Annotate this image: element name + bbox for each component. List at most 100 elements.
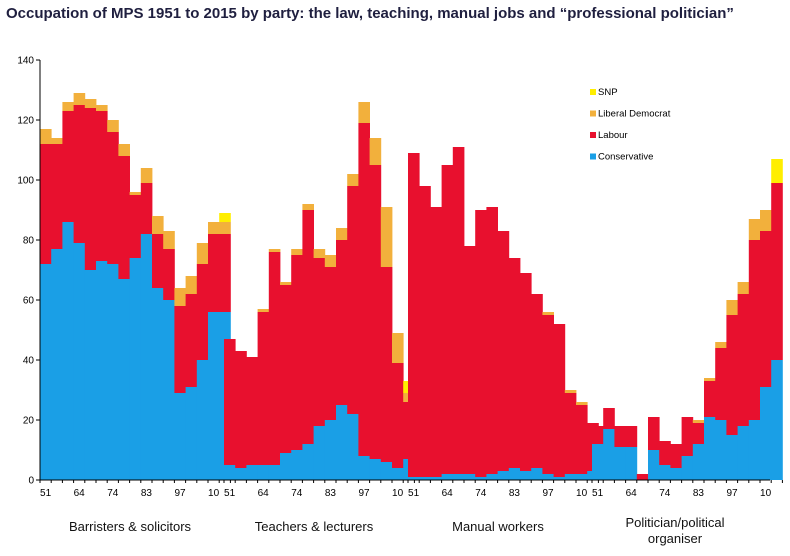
bar-2-15-liberal-democrat	[380, 207, 393, 267]
bar-4-10-liberal-democrat	[692, 420, 705, 423]
bar-2-8-conservative	[302, 444, 314, 480]
bar-4-6-conservative	[648, 450, 660, 480]
bar-2-15-conservative	[380, 462, 393, 480]
bar-4-6-labour	[648, 417, 660, 450]
bar-1-3-liberal-democrat	[62, 102, 74, 111]
bar-1-14-liberal-democrat	[185, 276, 198, 294]
bar-2-3-labour	[246, 357, 258, 465]
bar-3-15-liberal-democrat	[564, 390, 577, 393]
bar-3-2-conservative	[419, 477, 431, 480]
x-tick-label-3-13: 97	[542, 488, 554, 499]
bar-3-7-conservative	[475, 477, 487, 480]
bar-1-10-liberal-democrat	[140, 168, 153, 183]
x-tick-label-4-7: 74	[659, 488, 671, 499]
bar-1-15-liberal-democrat	[196, 243, 209, 264]
bar-4-16-liberal-democrat	[760, 210, 772, 231]
bar-2-14-liberal-democrat	[369, 138, 382, 165]
bar-3-14-conservative	[553, 477, 566, 480]
bar-2-11-conservative	[336, 405, 348, 480]
bar-3-13-labour	[542, 315, 554, 474]
legend-label-conservative: Conservative	[598, 152, 653, 163]
bar-3-12-labour	[531, 294, 543, 468]
bar-1-14-labour	[185, 294, 198, 387]
bar-2-4-labour	[257, 312, 270, 465]
bar-1-7-conservative	[107, 264, 119, 480]
x-tick-label-2-13: 97	[358, 488, 370, 499]
bar-1-2-labour	[51, 144, 63, 249]
bar-3-6-labour	[464, 246, 476, 474]
bar-2-6-conservative	[280, 453, 292, 480]
bar-2-7-conservative	[291, 450, 303, 480]
x-tick-label-4-10: 83	[693, 488, 705, 499]
legend-swatch-conservative	[590, 153, 596, 160]
bar-3-4-conservative	[441, 474, 454, 480]
bar-3-8-labour	[486, 207, 498, 474]
y-tick-label-0: 0	[28, 476, 34, 487]
bar-3-14-labour	[553, 324, 566, 477]
bar-1-5-labour	[84, 108, 97, 270]
bar-2-5-liberal-democrat	[268, 249, 281, 252]
bar-1-11-liberal-democrat	[152, 216, 164, 234]
bar-1-13-liberal-democrat	[174, 288, 186, 306]
group-label-politician: Politician/political organiser	[625, 515, 725, 546]
x-tick-label-4-16: 10	[760, 488, 772, 499]
bar-4-13-labour	[726, 315, 738, 435]
group-label-barristers: Barristers & solicitors	[68, 519, 192, 534]
bar-4-10-conservative	[692, 444, 705, 480]
bar-1-1-labour	[40, 144, 52, 264]
bar-1-4-liberal-democrat	[73, 93, 86, 105]
bar-4-3-labour	[614, 426, 626, 447]
bar-2-3-conservative	[246, 465, 258, 480]
bar-2-8-labour	[302, 210, 314, 444]
bar-2-9-labour	[313, 258, 326, 426]
bar-1-3-conservative	[62, 222, 74, 480]
bar-1-2-liberal-democrat	[51, 138, 63, 144]
bar-4-5-labour	[636, 474, 649, 480]
y-tick-label-100: 100	[17, 176, 34, 187]
bar-1-3-labour	[62, 111, 74, 222]
bar-4-12-conservative	[715, 420, 727, 480]
bar-1-8-labour	[118, 156, 130, 279]
y-tick-label-60: 60	[23, 296, 35, 307]
bar-2-9-conservative	[313, 426, 326, 480]
bar-3-8-conservative	[486, 474, 498, 480]
x-tick-label-3-4: 64	[442, 488, 454, 499]
bar-1-10-conservative	[140, 234, 153, 480]
bar-2-13-labour	[358, 123, 370, 456]
bar-2-11-liberal-democrat	[336, 228, 348, 240]
x-tick-label-1-7: 74	[107, 488, 119, 499]
bar-1-6-liberal-democrat	[96, 105, 108, 111]
bar-4-1-labour	[592, 426, 604, 444]
bar-1-7-liberal-democrat	[107, 120, 119, 132]
bar-3-13-liberal-democrat	[542, 312, 554, 315]
bar-4-16-labour	[760, 231, 772, 387]
x-tick-label-4-4: 64	[626, 488, 638, 499]
legend-swatch-labour	[590, 132, 596, 138]
bar-1-16-labour	[208, 234, 220, 312]
bar-4-9-conservative	[681, 456, 694, 480]
x-tick-label-1-13: 97	[174, 488, 186, 499]
bar-1-2-conservative	[51, 249, 63, 480]
bar-4-14-labour	[737, 294, 750, 426]
bar-4-11-labour	[704, 381, 716, 417]
bar-3-10-labour	[508, 258, 521, 468]
bar-1-12-liberal-democrat	[163, 231, 175, 249]
bar-2-8-liberal-democrat	[302, 204, 314, 210]
bar-1-17-snp	[219, 213, 231, 222]
x-tick-label-2-1: 51	[224, 488, 236, 499]
bar-1-16-liberal-democrat	[208, 222, 220, 234]
bar-1-9-labour	[129, 195, 142, 258]
bar-4-17-snp	[771, 159, 783, 183]
bar-3-13-conservative	[542, 474, 554, 480]
chart-title: Occupation of MPS 1951 to 2015 by party:…	[6, 5, 734, 22]
bar-2-7-liberal-democrat	[291, 249, 303, 255]
legend-label-liberal-democrat: Liberal Democrat	[598, 109, 671, 120]
bar-2-7-labour	[291, 255, 303, 450]
y-tick-label-80: 80	[23, 236, 35, 247]
bar-3-5-conservative	[452, 474, 465, 480]
bar-1-8-conservative	[118, 279, 130, 480]
bar-2-10-conservative	[324, 420, 337, 480]
x-tick-label-3-16: 10	[576, 488, 588, 499]
bar-4-8-labour	[670, 444, 682, 468]
bar-4-1-conservative	[592, 444, 604, 480]
